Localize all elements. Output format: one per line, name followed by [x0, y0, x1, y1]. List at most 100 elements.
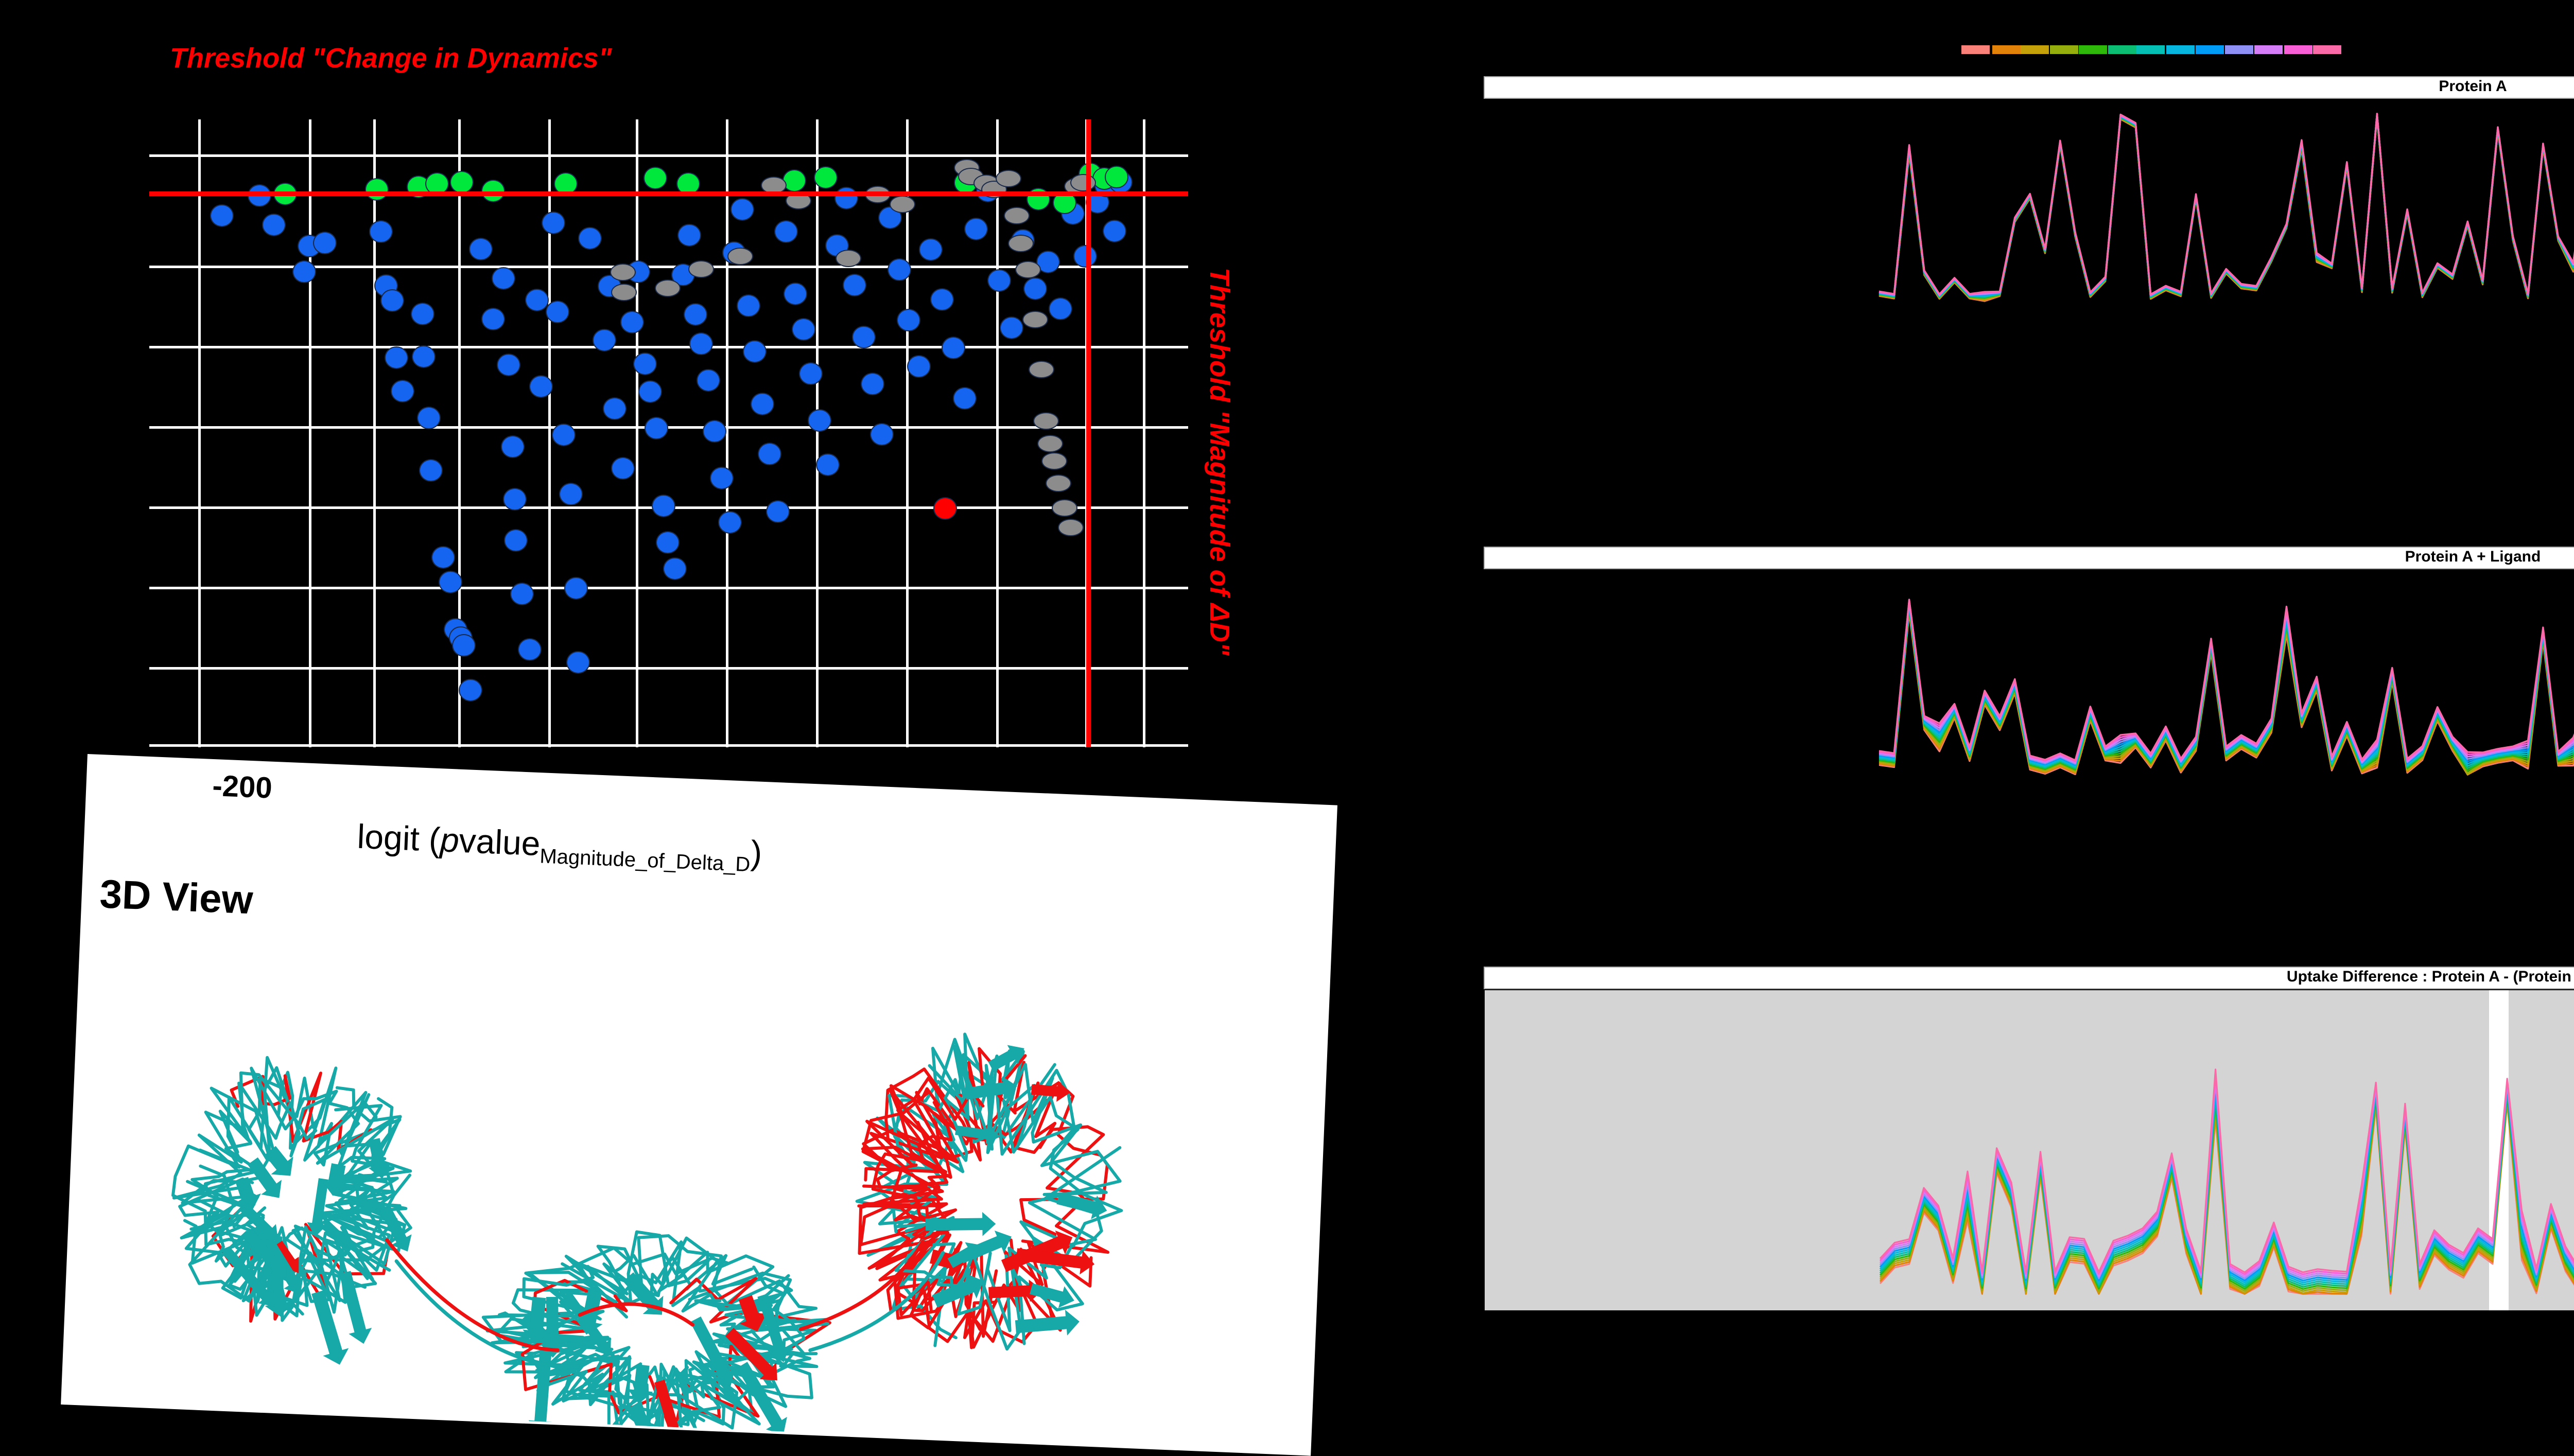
scatter-point-blue[interactable] [380, 289, 405, 312]
scatter-point-gray[interactable] [890, 196, 916, 214]
scatter-point-blue[interactable] [684, 303, 708, 326]
scatter-point-blue[interactable] [468, 238, 493, 261]
legend-swatch-timepoint-8[interactable] [2166, 45, 2195, 54]
scatter-point-gray[interactable] [1057, 518, 1084, 536]
legend-swatch-timepoint-10[interactable] [2225, 45, 2253, 54]
scatter-point-blue[interactable] [210, 204, 234, 227]
scatter-point-blue[interactable] [620, 310, 645, 334]
uptake-trace-timepoint-12[interactable] [1879, 113, 2574, 296]
scatter-point-green[interactable] [676, 172, 701, 196]
scatter-point-blue[interactable] [452, 634, 476, 657]
scatter-point-blue[interactable] [419, 459, 443, 482]
scatter-point-blue[interactable] [492, 267, 516, 290]
scatter-point-gray[interactable] [1029, 361, 1055, 379]
three-d-view-card[interactable]: logit (pvalueMagnitude_of_Delta_D) -200 … [61, 754, 1337, 1456]
scatter-point-blue[interactable] [709, 467, 734, 490]
legend-swatch-timepoint-2[interactable] [1992, 45, 2021, 54]
trace-chart-protein-a[interactable] [1483, 101, 2574, 399]
protein-ribbon-svg[interactable] [112, 941, 1263, 1456]
legend-swatch-timepoint-7[interactable] [2136, 45, 2165, 54]
scatter-point-blue[interactable] [1023, 277, 1048, 300]
scatter-point-gray[interactable] [727, 247, 754, 265]
legend-swatch-timepoint-1[interactable] [1961, 45, 1990, 54]
scatter-point-blue[interactable] [633, 353, 657, 376]
scatter-point-gray[interactable] [688, 260, 714, 278]
scatter-point-blue[interactable] [731, 198, 755, 221]
scatter-point-blue[interactable] [416, 407, 441, 430]
scatter-point-blue[interactable] [592, 329, 616, 352]
scatter-point-blue[interactable] [510, 582, 534, 605]
uptake-trace-timepoint-13[interactable] [1879, 113, 2574, 295]
uptake-trace-timepoint-1[interactable] [1879, 116, 2574, 304]
scatter-point-blue[interactable] [663, 557, 687, 581]
scatter-point-blue[interactable] [1073, 244, 1098, 268]
legend-swatch-timepoint-4[interactable] [2050, 45, 2078, 54]
scatter-point-blue[interactable] [887, 258, 911, 282]
scatter-point-gray[interactable] [611, 284, 637, 302]
scatter-point-blue[interactable] [313, 231, 337, 254]
scatter-point-blue[interactable] [638, 380, 662, 404]
scatter-point-blue[interactable] [411, 345, 436, 368]
scatter-point-blue[interactable] [564, 576, 588, 600]
scatter-point-gray[interactable] [1008, 235, 1034, 253]
scatter-point-gray[interactable] [654, 279, 681, 297]
scatter-point-blue[interactable] [655, 531, 680, 554]
volcano-scatter-area[interactable] [149, 119, 1188, 747]
scatter-point-gray[interactable] [610, 264, 636, 282]
scatter-point-blue[interactable] [696, 369, 720, 392]
scatter-point-blue[interactable] [941, 336, 965, 359]
scatter-point-blue[interactable] [918, 238, 943, 261]
scatter-point-gray[interactable] [1022, 310, 1049, 328]
scatter-point-blue[interactable] [718, 511, 742, 534]
scatter-point-green[interactable] [1104, 165, 1128, 188]
scatter-point-blue[interactable] [869, 423, 894, 446]
scatter-point-gray[interactable] [1033, 412, 1059, 430]
scatter-point-blue[interactable] [369, 220, 393, 243]
scatter-point-blue[interactable] [737, 294, 761, 317]
scatter-point-blue[interactable] [757, 442, 781, 465]
scatter-point-blue[interactable] [481, 307, 505, 330]
uptake-trace-timepoint-7[interactable] [1879, 602, 2574, 768]
scatter-point-blue[interactable] [503, 487, 527, 511]
scatter-point-blue[interactable] [834, 187, 859, 210]
scatter-point-blue[interactable] [566, 651, 590, 674]
uptake-trace-timepoint-11[interactable] [1879, 600, 2574, 764]
scatter-point-blue[interactable] [559, 482, 583, 505]
scatter-point-blue[interactable] [262, 213, 286, 236]
scatter-point-blue[interactable] [541, 211, 565, 234]
scatter-point-blue[interactable] [391, 379, 415, 402]
scatter-point-blue[interactable] [439, 570, 463, 593]
scatter-point-blue[interactable] [999, 316, 1023, 339]
protein-ribbon-structure[interactable] [112, 941, 1263, 1456]
scatter-point-blue[interactable] [517, 638, 542, 661]
scatter-point-blue[interactable] [504, 529, 528, 552]
scatter-point-blue[interactable] [702, 419, 726, 443]
scatter-point-blue[interactable] [750, 393, 774, 416]
scatter-point-red[interactable] [933, 497, 957, 520]
scatter-point-blue[interactable] [410, 302, 434, 325]
scatter-point-blue[interactable] [799, 362, 823, 385]
scatter-point-gray[interactable] [1051, 499, 1077, 517]
legend-swatch-timepoint-12[interactable] [2284, 45, 2312, 54]
scatter-point-blue[interactable] [815, 453, 840, 476]
scatter-point-blue[interactable] [852, 325, 876, 348]
scatter-point-green[interactable] [481, 179, 505, 202]
scatter-point-blue[interactable] [385, 346, 409, 370]
scatter-point-blue[interactable] [611, 457, 635, 480]
uptake-trace-timepoint-13[interactable] [1879, 1068, 2574, 1273]
scatter-point-green[interactable] [782, 169, 807, 192]
uptake-trace-timepoint-11[interactable] [1879, 113, 2574, 296]
legend-swatch-timepoint-6[interactable] [2108, 45, 2136, 54]
scatter-point-blue[interactable] [458, 678, 482, 701]
scatter-point-green[interactable] [450, 170, 474, 194]
scatter-point-blue[interactable] [525, 288, 549, 311]
scatter-point-blue[interactable] [774, 220, 798, 243]
scatter-point-blue[interactable] [1102, 219, 1126, 242]
scatter-point-green[interactable] [813, 166, 838, 189]
scatter-point-blue[interactable] [431, 546, 456, 569]
legend-swatch-timepoint-13[interactable] [2313, 45, 2341, 54]
uptake-trace-timepoint-8[interactable] [1879, 600, 2574, 767]
uptake-trace-timepoint-13[interactable] [1879, 599, 2574, 761]
scatter-point-blue[interactable] [897, 308, 921, 331]
scatter-point-gray[interactable] [836, 250, 862, 268]
